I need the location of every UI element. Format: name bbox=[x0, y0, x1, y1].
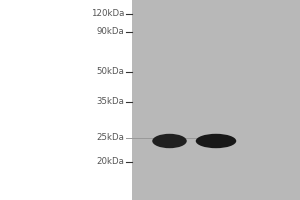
Text: 50kDa: 50kDa bbox=[97, 68, 124, 76]
Bar bbox=[132, 0, 300, 200]
Ellipse shape bbox=[152, 134, 187, 148]
Text: 90kDa: 90kDa bbox=[97, 27, 124, 36]
Text: 25kDa: 25kDa bbox=[97, 134, 124, 142]
Text: 120kDa: 120kDa bbox=[91, 9, 124, 19]
Text: 35kDa: 35kDa bbox=[97, 98, 124, 106]
Text: 20kDa: 20kDa bbox=[97, 158, 124, 166]
Ellipse shape bbox=[196, 134, 236, 148]
